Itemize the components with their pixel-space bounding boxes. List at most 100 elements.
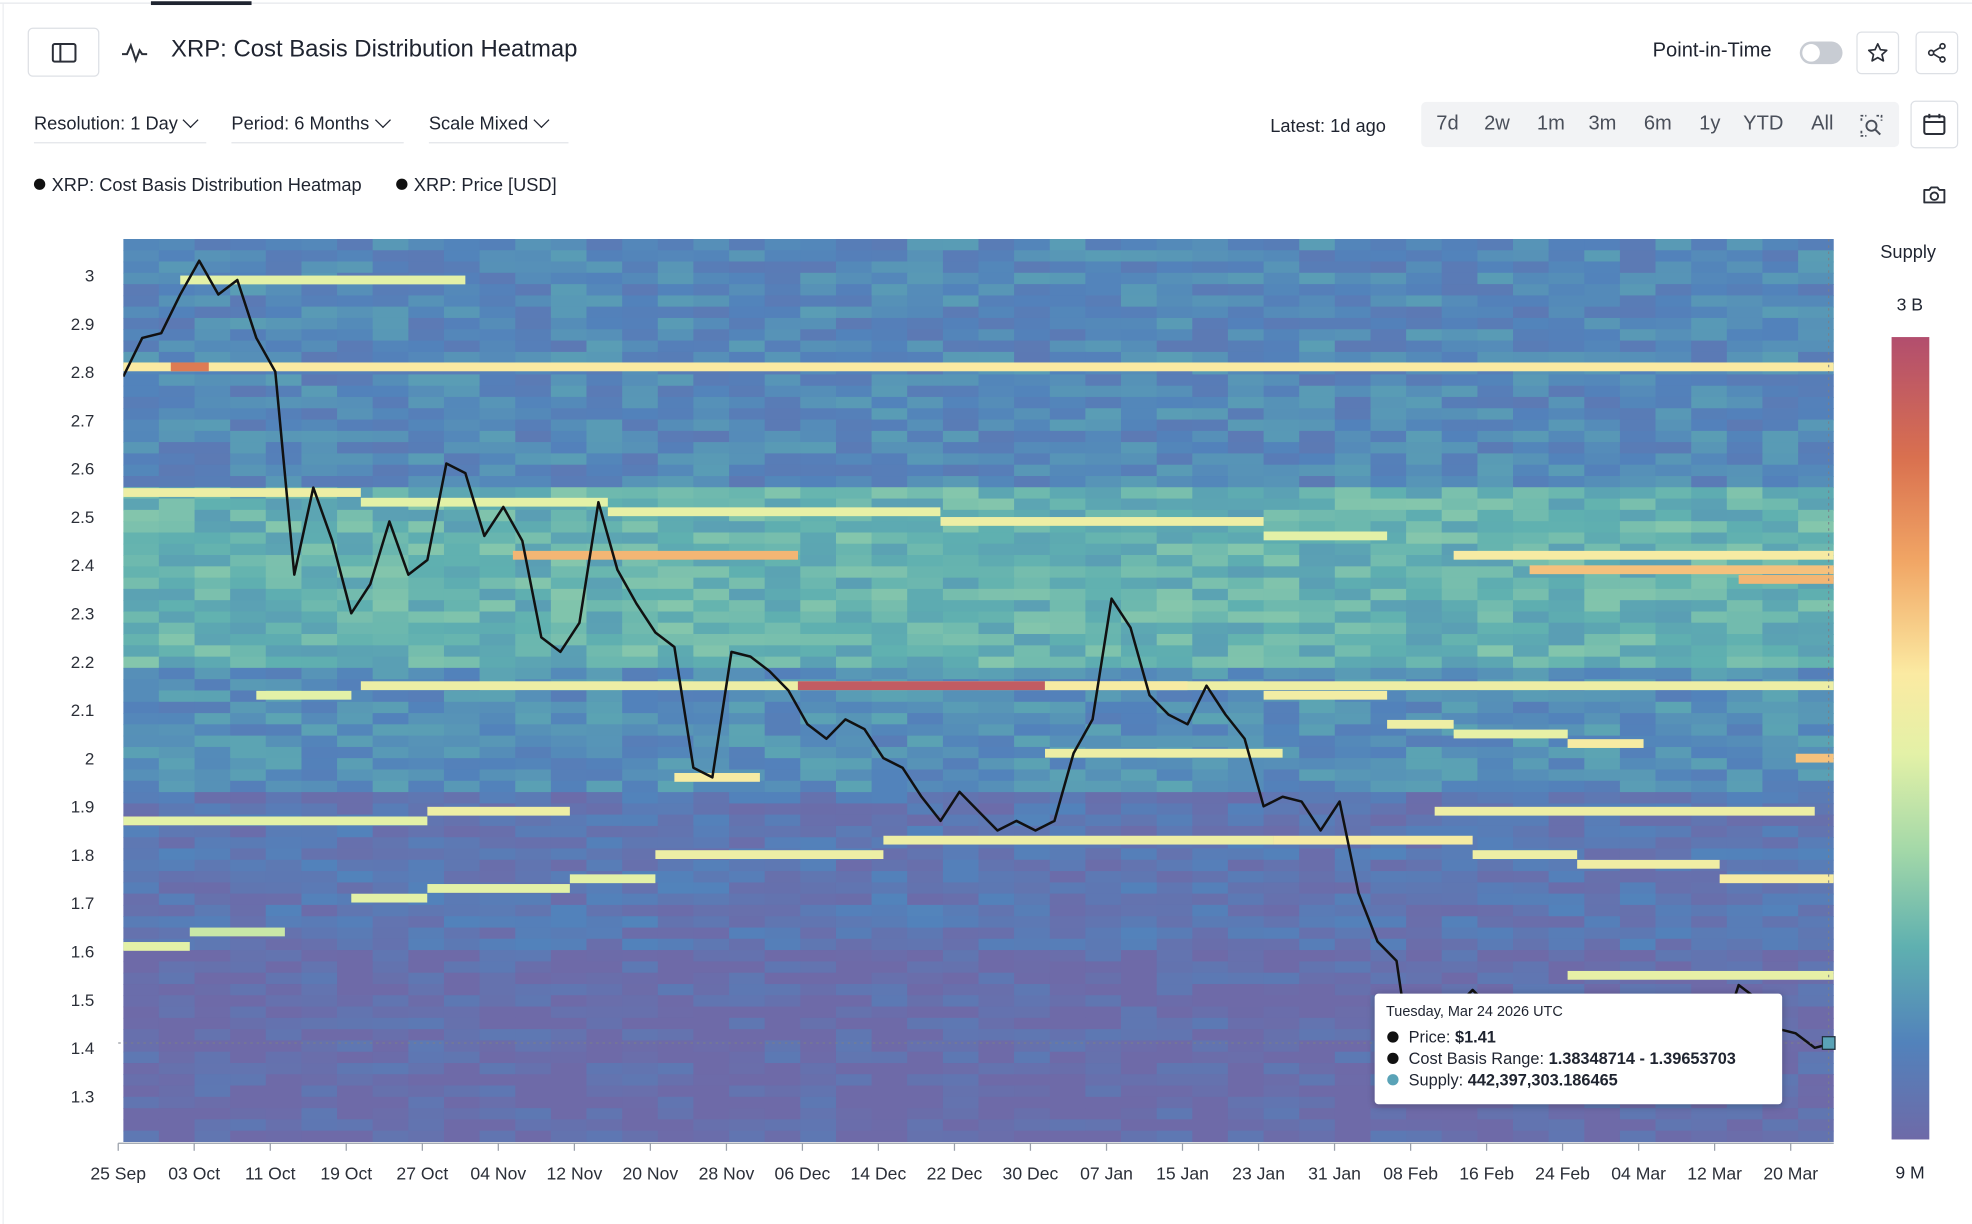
heatmap-cell <box>1513 950 1550 963</box>
heatmap-cell <box>443 859 481 872</box>
heatmap-cell <box>1120 396 1158 410</box>
heatmap-cell <box>1049 442 1087 455</box>
heatmap-cell <box>729 882 766 895</box>
heatmap-cell <box>372 532 410 545</box>
heatmap-cell <box>479 995 516 1008</box>
range-3m[interactable]: 3m <box>1588 113 1617 135</box>
x-tick-label: 16 Feb <box>1459 1164 1514 1184</box>
heatmap-cell <box>1334 904 1372 917</box>
heatmap-cell <box>693 272 730 285</box>
heatmap-cell <box>1192 464 1229 477</box>
point-in-time-toggle[interactable] <box>1799 41 1843 65</box>
heatmap-cell <box>729 950 766 963</box>
heatmap-cell <box>1370 848 1407 861</box>
heatmap-cell <box>230 351 267 364</box>
heatmap-cell <box>301 758 338 771</box>
heatmap-cell <box>1049 611 1087 624</box>
heatmap-cell <box>1513 577 1550 590</box>
sidebar-toggle-button[interactable] <box>27 27 100 77</box>
heatmap-cell <box>1014 498 1051 511</box>
heatmap-cell <box>1548 961 1585 974</box>
heatmap-cell <box>1691 1108 1728 1121</box>
heatmap-cell <box>1584 306 1621 319</box>
heatmap-cell <box>301 317 338 331</box>
heatmap-cell <box>301 611 338 624</box>
heatmap-cell <box>657 1029 695 1042</box>
range-all[interactable]: All <box>1811 113 1834 135</box>
heatmap-cell <box>1370 543 1407 556</box>
heatmap-cell <box>942 622 980 635</box>
legend-price[interactable]: XRP: Price [USD] <box>396 176 557 196</box>
heatmap-cell <box>693 1085 730 1098</box>
heatmap-band <box>256 690 352 700</box>
range-6m[interactable]: 6m <box>1643 113 1672 135</box>
period-dropdown[interactable]: Period: 6 Months <box>231 112 404 144</box>
heatmap-cell <box>657 837 695 850</box>
calendar-button[interactable] <box>1910 100 1959 149</box>
heatmap-cell <box>123 927 160 940</box>
heatmap-cell <box>1192 814 1229 827</box>
range-1y[interactable]: 1y <box>1699 113 1721 135</box>
heatmap-cell <box>443 238 481 252</box>
heatmap-cell <box>764 464 802 477</box>
heatmap-cell <box>515 656 552 669</box>
heatmap-cell <box>1156 904 1194 917</box>
heatmap-cell <box>978 701 1015 714</box>
screenshot-button[interactable] <box>1910 174 1958 217</box>
heatmap-cell <box>1584 904 1621 917</box>
heatmap-cell <box>729 859 766 872</box>
heatmap-cell <box>1192 1130 1229 1142</box>
heatmap-cell <box>1619 724 1657 737</box>
heatmap-cell <box>1120 961 1158 974</box>
heatmap-cell <box>1726 645 1764 658</box>
range-1m[interactable]: 1m <box>1536 113 1565 135</box>
heatmap-cell <box>158 634 196 647</box>
heatmap-cell <box>265 859 303 872</box>
resolution-dropdown[interactable]: Resolution: 1 Day <box>33 112 207 144</box>
tooltip-price-dot <box>1387 1031 1399 1043</box>
heatmap-cell <box>835 385 873 398</box>
heatmap-cell <box>1513 295 1550 308</box>
heatmap-cell <box>301 679 338 692</box>
heatmap-cell <box>372 656 410 669</box>
heatmap-cell <box>1619 532 1657 545</box>
heatmap-cell <box>942 1108 980 1121</box>
heatmap-cell <box>265 893 303 906</box>
range-7d[interactable]: 7d <box>1436 113 1459 135</box>
favorite-button[interactable] <box>1856 31 1900 75</box>
heatmap-cell <box>1762 814 1799 827</box>
range-2w[interactable]: 2w <box>1484 113 1510 135</box>
heatmap-cell <box>1263 498 1300 511</box>
heatmap-cell <box>1049 690 1087 703</box>
heatmap-cell <box>1085 555 1122 568</box>
heatmap-cell <box>657 487 695 500</box>
heatmap-cell <box>1441 780 1479 793</box>
heatmap-cell <box>265 1074 303 1087</box>
heatmap-cell <box>550 1085 588 1098</box>
heatmap-cell <box>230 588 267 601</box>
heatmap-cell <box>1085 667 1122 680</box>
share-button[interactable] <box>1915 31 1959 75</box>
heatmap-cell <box>1584 295 1621 308</box>
heatmap-cell <box>693 938 730 951</box>
heatmap-cell <box>479 814 516 827</box>
zoom-select-icon[interactable] <box>1859 113 1884 138</box>
heatmap-cell <box>586 780 623 793</box>
range-ytd[interactable]: YTD <box>1743 113 1784 135</box>
heatmap-cell <box>657 464 695 477</box>
heatmap-cell <box>515 509 552 522</box>
scale-dropdown[interactable]: Scale Mixed <box>428 112 569 144</box>
legend-heatmap[interactable]: XRP: Cost Basis Distribution Heatmap <box>34 176 362 196</box>
heatmap-cell <box>871 396 908 410</box>
heatmap-cell <box>408 329 445 342</box>
heatmap-cell <box>1726 634 1764 647</box>
heatmap-cell <box>1156 984 1194 997</box>
heatmap-cell <box>1192 566 1229 579</box>
heatmap-cell <box>1762 916 1799 929</box>
heatmap-cell <box>1726 532 1764 545</box>
heatmap-cell <box>1691 927 1728 940</box>
heatmap-cell <box>907 1074 944 1087</box>
heatmap-cell <box>1120 295 1158 308</box>
heatmap-cell <box>372 995 410 1008</box>
